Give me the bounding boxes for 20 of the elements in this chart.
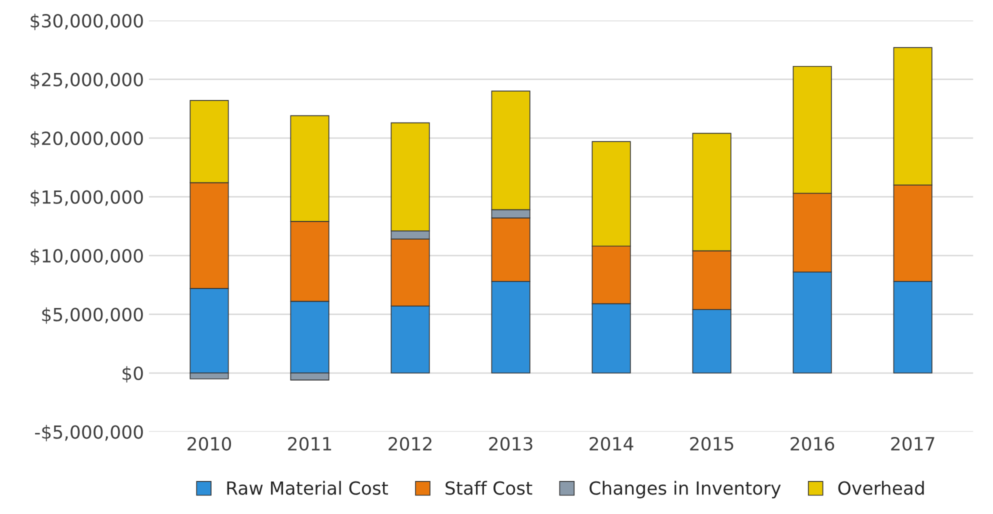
x-tick-label: 2013 xyxy=(489,436,532,451)
x-tick-label: 2012 xyxy=(388,436,432,451)
y-tick-label: $0 xyxy=(122,366,143,383)
x-tick-label: 2017 xyxy=(891,436,934,451)
y-tick-label: $10,000,000 xyxy=(30,248,143,266)
y-tick-label: $25,000,000 xyxy=(30,72,143,89)
legend-label: Staff Cost xyxy=(446,480,532,495)
x-tick-label: 2011 xyxy=(288,436,332,451)
y-tick-label: $15,000,000 xyxy=(30,190,143,206)
x-tick-label: 2010 xyxy=(188,436,232,451)
x-tick-label: 2016 xyxy=(790,436,834,451)
y-tick-label: $5,000,000 xyxy=(42,307,143,324)
legend-label: Overhead xyxy=(838,480,924,495)
x-tick-label: 2015 xyxy=(690,436,734,451)
legend-label: Raw Material Cost xyxy=(227,480,388,495)
x-tick-label: 2014 xyxy=(590,436,634,451)
y-tick-label: $30,000,000 xyxy=(30,14,143,30)
legend-label: Changes in Inventory xyxy=(590,480,781,498)
y-tick-label: -$5,000,000 xyxy=(35,424,143,442)
y-tick-label: $20,000,000 xyxy=(30,131,143,148)
